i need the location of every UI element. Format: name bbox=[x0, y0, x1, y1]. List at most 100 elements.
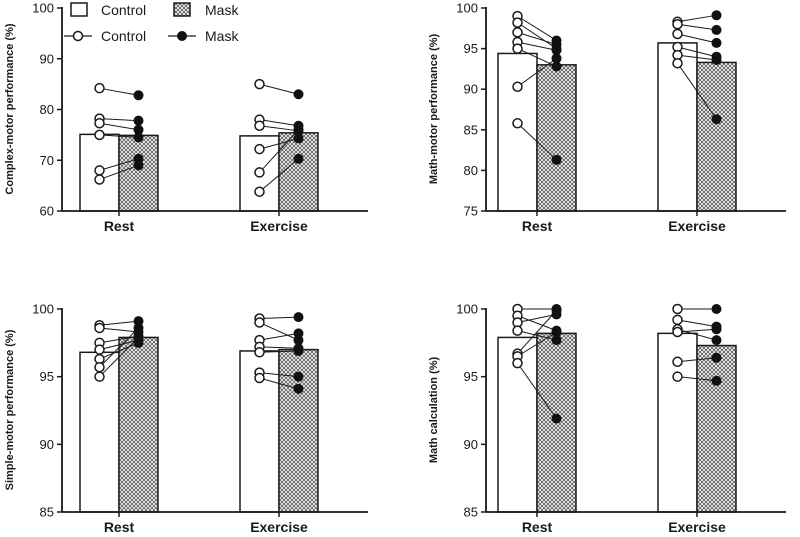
y-tick-label: 90 bbox=[40, 51, 54, 66]
y-axis-title: Simple-motor performance (%) bbox=[4, 329, 16, 490]
point-mask bbox=[711, 304, 722, 314]
pair-line bbox=[677, 62, 717, 120]
point-control bbox=[672, 57, 683, 69]
legend-marker-point-control bbox=[72, 30, 84, 42]
bar-mask-exercise bbox=[696, 61, 737, 212]
point-mask bbox=[293, 345, 304, 356]
chart-panel-1: 60 70 80 90 100 Rest Exercise Complex-motor per… bbox=[4, 1, 368, 234]
point-control bbox=[254, 186, 265, 197]
point-mask bbox=[551, 327, 562, 338]
point-control bbox=[254, 317, 265, 328]
point-mask bbox=[711, 114, 722, 125]
point-control bbox=[672, 303, 683, 315]
point-mask bbox=[711, 54, 722, 65]
point-mask bbox=[133, 132, 144, 143]
point-mask bbox=[293, 312, 304, 323]
point-control bbox=[94, 174, 105, 185]
pair-line bbox=[259, 83, 299, 95]
pair-line bbox=[99, 327, 139, 333]
pair-line bbox=[517, 57, 557, 88]
y-tick-label: 100 bbox=[32, 1, 54, 16]
point-mask bbox=[711, 37, 722, 48]
pair-line bbox=[677, 14, 717, 23]
pair-line bbox=[99, 118, 139, 122]
point-mask bbox=[711, 10, 722, 21]
point-control bbox=[254, 143, 265, 155]
point-mask bbox=[711, 24, 722, 35]
y-axis-title: Math-motor performance (%) bbox=[428, 33, 440, 184]
point-control bbox=[672, 314, 683, 326]
point-mask bbox=[133, 322, 144, 333]
pair-line bbox=[517, 313, 557, 324]
point-mask bbox=[293, 383, 304, 394]
point-mask bbox=[551, 53, 562, 64]
pair-line bbox=[99, 342, 139, 360]
point-control bbox=[94, 371, 105, 382]
y-tick-label: 95 bbox=[40, 369, 54, 384]
y-tick-label: 100 bbox=[456, 302, 478, 317]
pair-line bbox=[99, 337, 139, 378]
point-control bbox=[672, 28, 683, 40]
bar-mask-rest bbox=[536, 64, 577, 212]
point-control bbox=[512, 43, 523, 54]
point-mask bbox=[551, 335, 562, 346]
pair-line bbox=[99, 320, 139, 326]
pair-line bbox=[259, 137, 299, 150]
x-tick-label-exercise: Exercise bbox=[250, 519, 308, 535]
chart-panel-2: 75 80 85 90 95 100 Rest Exercise Math-motor perf… bbox=[428, 1, 786, 234]
pair-line bbox=[259, 119, 299, 127]
pair-line bbox=[517, 41, 557, 51]
y-tick-label: 60 bbox=[40, 204, 54, 219]
pair-line bbox=[259, 346, 299, 349]
y-axis-title: Complex-motor performance (%) bbox=[4, 23, 16, 194]
pair-line bbox=[517, 31, 557, 46]
pair-line bbox=[517, 15, 557, 41]
y-axis-title: Math calculation (%) bbox=[428, 356, 440, 463]
pair-line bbox=[677, 357, 717, 363]
point-mask bbox=[133, 332, 144, 343]
point-control bbox=[94, 344, 105, 355]
x-tick-label-exercise: Exercise bbox=[250, 218, 308, 234]
chart-panels: 60 70 80 90 100 Rest Exercise Complex-motor per… bbox=[4, 1, 786, 535]
point-mask bbox=[133, 124, 144, 135]
pair-line bbox=[517, 362, 557, 419]
point-mask bbox=[551, 45, 562, 56]
y-tick-label: 95 bbox=[464, 369, 478, 384]
y-tick-label: 85 bbox=[464, 122, 478, 137]
y-tick-label: 85 bbox=[40, 505, 54, 520]
pair-line bbox=[259, 332, 299, 341]
chart-panel-4: 85 90 95 100 Rest Exercise Math calculation (%… bbox=[428, 302, 786, 535]
point-mask bbox=[711, 324, 722, 335]
point-mask bbox=[293, 371, 304, 382]
point-mask bbox=[133, 160, 144, 171]
pair-line bbox=[517, 331, 557, 357]
point-control bbox=[254, 372, 265, 384]
point-control bbox=[94, 117, 105, 129]
point-control bbox=[672, 356, 683, 368]
pair-line bbox=[99, 122, 139, 131]
pair-line bbox=[259, 322, 299, 341]
bar-mask-rest bbox=[118, 336, 159, 513]
y-tick-label: 95 bbox=[464, 41, 478, 56]
pair-line bbox=[677, 319, 717, 328]
pair-line bbox=[99, 327, 139, 368]
point-control bbox=[512, 81, 523, 93]
pair-line bbox=[677, 23, 717, 31]
y-tick-label: 90 bbox=[40, 437, 54, 452]
pair-line bbox=[259, 372, 299, 378]
pair-line bbox=[259, 377, 299, 390]
pair-line bbox=[677, 46, 717, 58]
pair-line bbox=[259, 129, 299, 173]
legend-swatch-bar-mask bbox=[173, 2, 191, 17]
point-mask bbox=[711, 352, 722, 363]
x-tick-label-rest: Rest bbox=[522, 218, 553, 234]
point-control bbox=[512, 325, 523, 336]
y-tick-label: 90 bbox=[464, 437, 478, 452]
point-control bbox=[672, 371, 683, 382]
pair-line bbox=[99, 335, 139, 344]
legend-label-bar-mask: Mask bbox=[205, 2, 239, 18]
point-control bbox=[512, 118, 523, 129]
chart-panel-3: 85 90 95 100 Rest Exercise Simple-motor perfor… bbox=[4, 302, 368, 535]
point-mask bbox=[551, 305, 562, 316]
point-mask bbox=[293, 89, 304, 100]
